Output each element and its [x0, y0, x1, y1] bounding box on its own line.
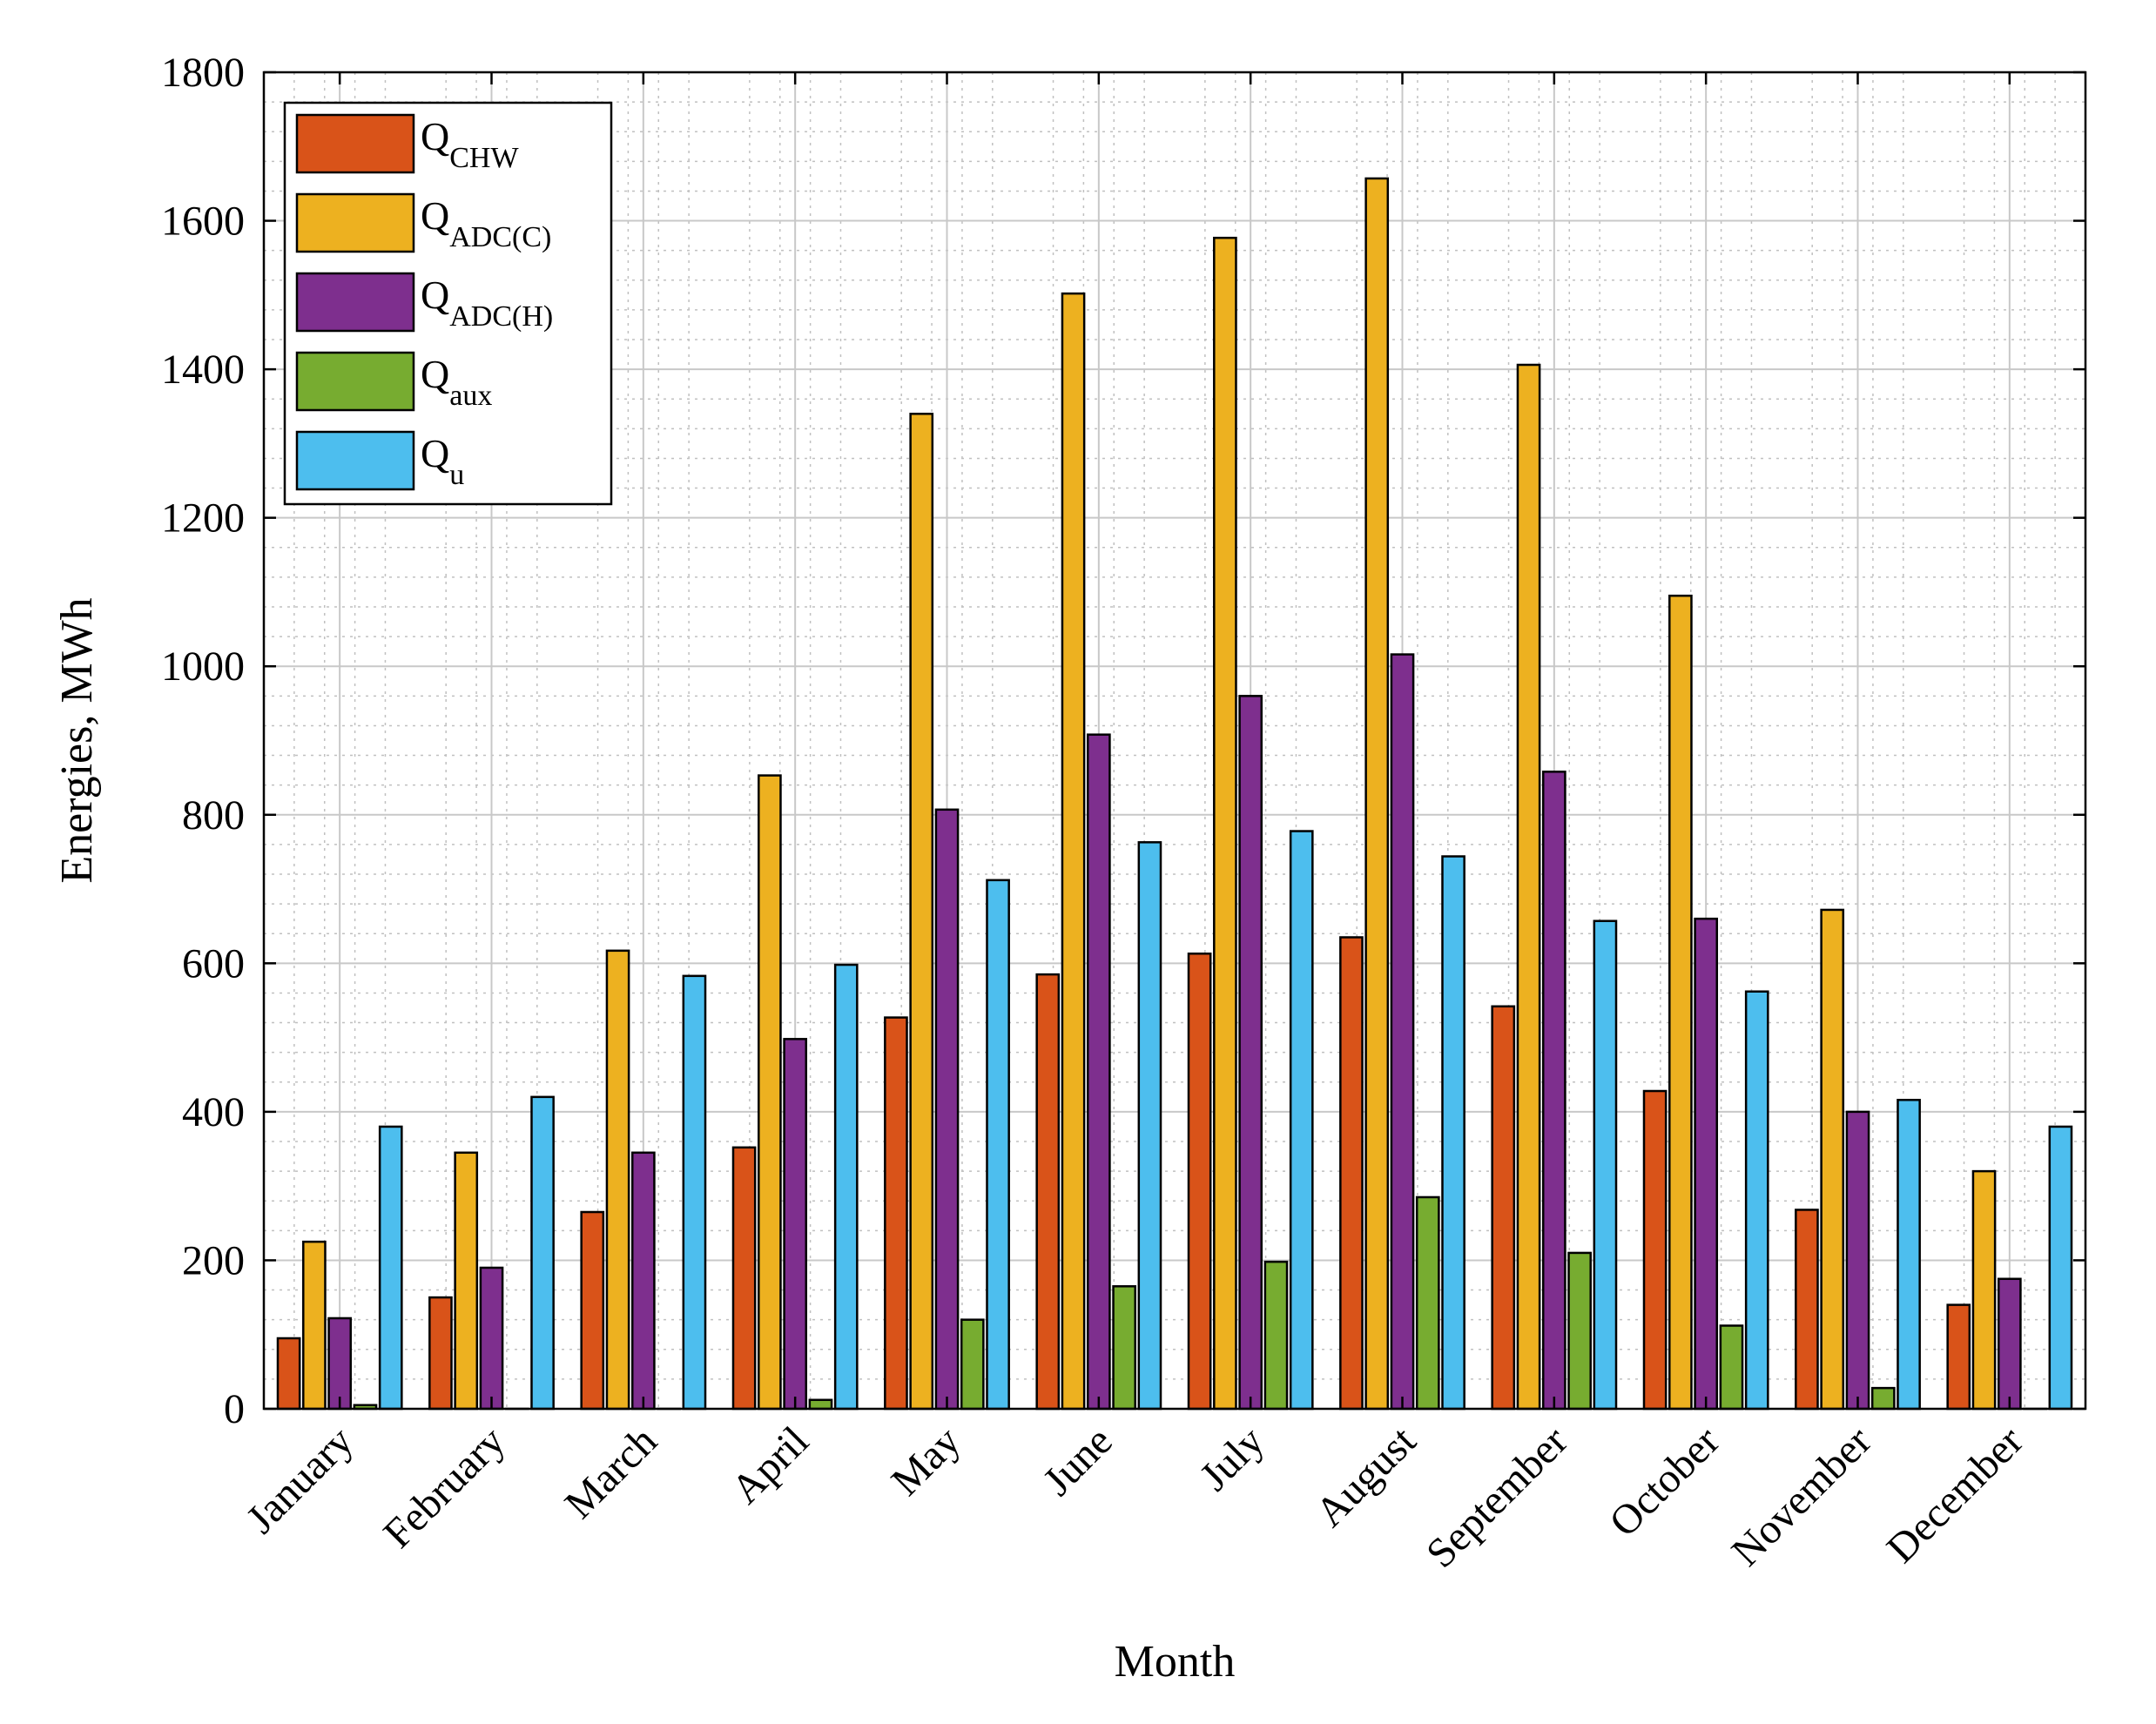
legend-label-u: Qu [421, 431, 464, 491]
bar-june-aux [1112, 1285, 1136, 1411]
legend: QCHW QADC(C) QADC(H) Qaux Qu [283, 101, 613, 506]
y-tick-label: 1600 [161, 199, 245, 245]
bar-september-adcc [1516, 363, 1541, 1411]
y-tick-label: 1000 [161, 643, 245, 690]
bar-december-chw [1946, 1303, 1971, 1411]
bar-june-u [1137, 841, 1162, 1411]
y-tick-label: 1400 [161, 347, 245, 393]
legend-label-chw: QCHW [421, 114, 519, 174]
bar-november-adch [1845, 1110, 1870, 1411]
bar-october-aux [1719, 1324, 1744, 1411]
bar-october-adch [1694, 917, 1719, 1411]
x-axis-title: Month [1115, 1637, 1236, 1687]
bar-february-adcc [454, 1151, 479, 1411]
bar-january-adcc [302, 1240, 327, 1411]
bar-october-u [1744, 990, 1769, 1411]
bar-august-chw [1339, 936, 1364, 1411]
bar-september-u [1593, 919, 1618, 1411]
bar-july-u [1289, 830, 1314, 1411]
bar-december-adch [1997, 1277, 2022, 1411]
bar-april-u [833, 963, 859, 1411]
legend-swatch-adch [295, 272, 415, 333]
legend-label-aux: Qaux [421, 352, 492, 412]
bar-march-chw [580, 1210, 605, 1411]
bar-august-aux [1415, 1195, 1440, 1411]
bar-august-adcc [1364, 177, 1390, 1411]
y-axis: 0 200 400 600 800 1000 1200 1400 1600 1800 [161, 50, 2085, 1432]
bar-february-u [530, 1095, 555, 1411]
bar-february-chw [428, 1296, 453, 1411]
bar-june-chw [1035, 973, 1061, 1411]
legend-swatch-u [295, 430, 415, 491]
bar-october-chw [1642, 1089, 1668, 1411]
bar-september-chw [1491, 1005, 1516, 1411]
bar-may-adcc [909, 413, 934, 1411]
legend-label-adcc: QADC(C) [421, 193, 551, 253]
legend-swatch-chw [295, 113, 415, 174]
bar-december-adcc [1971, 1169, 1997, 1411]
bar-march-adcc [605, 949, 630, 1411]
bar-june-adcc [1061, 292, 1086, 1411]
bar-march-u [682, 974, 707, 1411]
bar-april-adch [783, 1038, 808, 1411]
bar-december-u [2048, 1125, 2073, 1411]
bar-january-adch [327, 1317, 353, 1411]
bar-august-adch [1390, 653, 1415, 1411]
bar-june-adch [1086, 733, 1111, 1411]
y-axis-title: Energies, MWh [52, 597, 102, 883]
bar-july-chw [1187, 952, 1212, 1411]
legend-label-adch: QADC(H) [421, 273, 553, 333]
bar-april-chw [731, 1146, 757, 1411]
bar-march-adch [630, 1151, 656, 1411]
bar-january-chw [276, 1337, 301, 1411]
bar-november-chw [1795, 1209, 1819, 1411]
bar-january-u [378, 1125, 403, 1411]
legend-swatch-adcc [295, 192, 415, 253]
bar-may-adch [934, 808, 960, 1411]
y-tick-label: 600 [182, 940, 245, 987]
bar-november-u [1897, 1098, 1921, 1411]
y-tick-label: 800 [182, 792, 245, 838]
bar-may-chw [884, 1016, 908, 1411]
bar-november-aux [1870, 1386, 1896, 1411]
y-tick-label: 400 [182, 1089, 245, 1135]
bar-april-aux [808, 1398, 833, 1411]
y-tick-label: 200 [182, 1237, 245, 1283]
legend-swatch-aux [295, 351, 415, 412]
bar-july-aux [1263, 1260, 1289, 1411]
bar-november-adcc [1820, 908, 1845, 1411]
plot-frame [262, 71, 2087, 1411]
y-tick-label: 0 [224, 1386, 245, 1432]
bar-july-adcc [1213, 236, 1237, 1411]
bar-october-adcc [1668, 594, 1693, 1411]
bar-july-adch [1238, 695, 1263, 1411]
bar-february-adch [479, 1266, 504, 1411]
bar-april-adcc [758, 774, 782, 1411]
bar-august-u [1441, 855, 1465, 1411]
bar-may-aux [960, 1318, 985, 1411]
bar-september-adch [1541, 771, 1566, 1411]
bar-september-aux [1567, 1251, 1592, 1411]
bar-may-u [986, 879, 1010, 1411]
y-tick-label: 1800 [161, 50, 245, 96]
y-tick-label: 1200 [161, 495, 245, 542]
